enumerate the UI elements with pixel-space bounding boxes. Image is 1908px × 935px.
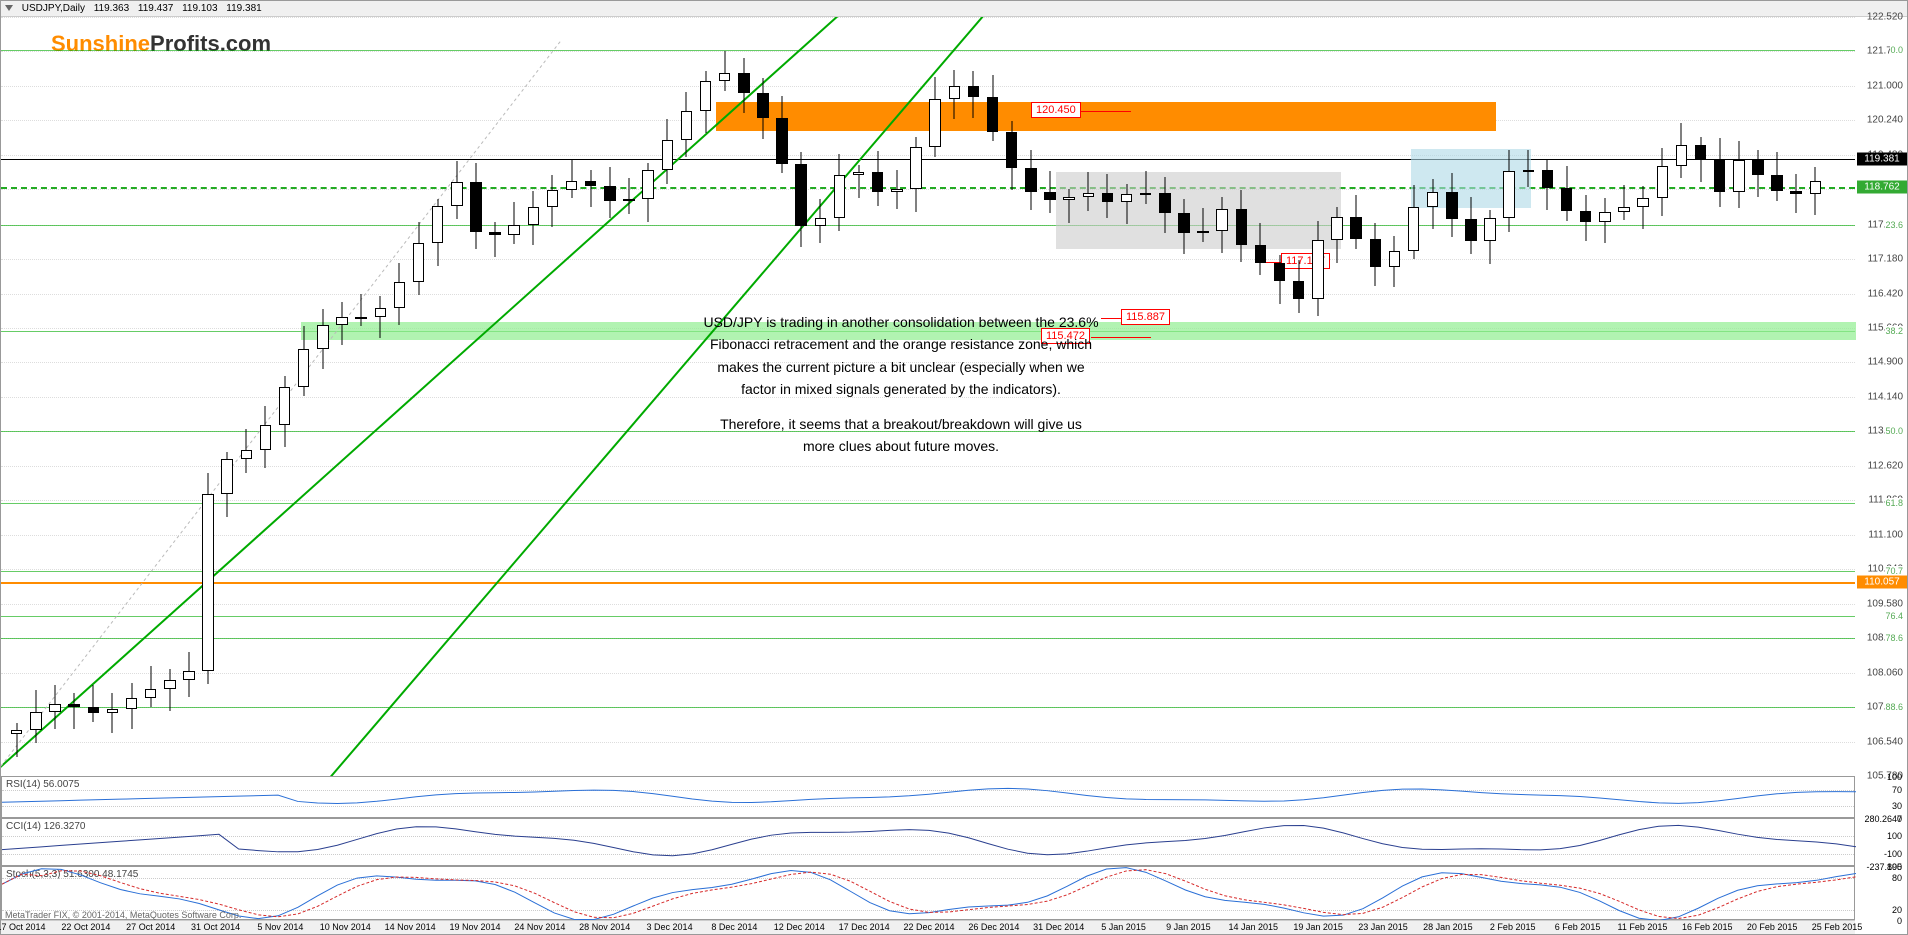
y-tick-label: 114.140 [1868,391,1903,402]
fib-label: 38.2 [1885,326,1903,336]
indicator-tick: 80 [1892,873,1902,883]
y-tick-label: 114.900 [1868,357,1903,368]
fib-label: 78.6 [1885,633,1903,643]
x-tick-label: 28 Nov 2014 [579,922,630,932]
y-tick-label: 117.180 [1868,254,1903,265]
y-tick-label: 108.060 [1867,667,1903,678]
x-tick-label: 10 Nov 2014 [320,922,371,932]
fib-label: 50.0 [1885,426,1903,436]
current-price-tag: 119.381 [1857,153,1907,166]
x-tick-label: 19 Nov 2014 [449,922,500,932]
ohlc-o: 119.363 [94,3,129,14]
x-tick-label: 2 Feb 2015 [1490,922,1536,932]
cci-yaxis: 280.2647100-100-237.895 [1854,819,1906,865]
commentary-text: USD/JPY is trading in another consolidat… [591,311,1211,457]
indicator-tick: 100 [1887,862,1902,872]
indicator-line-svg [2,777,1856,819]
y-tick-label: 122.520 [1867,12,1903,23]
x-tick-label: 25 Feb 2015 [1812,922,1863,932]
x-tick-label: 3 Dec 2014 [647,922,693,932]
dropdown-icon[interactable] [5,5,13,11]
indicator-tick: 100 [1887,772,1902,782]
indicator-line-svg [2,819,1856,867]
indicator-tick: 30 [1892,801,1902,811]
chart-container: USDJPY,Daily 119.363 119.437 119.103 119… [0,0,1908,935]
fib-label: 0.0 [1890,45,1903,55]
ohlc-l: 119.103 [182,3,217,14]
stoch-yaxis: 10080200 [1854,867,1906,919]
fib-label: 70.7 [1885,566,1903,576]
ohlc-c: 119.381 [226,3,261,14]
x-tick-label: 8 Dec 2014 [711,922,757,932]
x-tick-label: 16 Feb 2015 [1682,922,1733,932]
cci-panel[interactable]: CCI(14) 126.3270 280.2647100-100-237.895 [1,818,1855,866]
ohlc-h: 119.437 [138,3,173,14]
x-tick-label: 24 Nov 2014 [514,922,565,932]
green-price-tag: 118.762 [1857,181,1907,194]
x-tick-label: 27 Oct 2014 [126,922,175,932]
price-annotation: 120.450 [1031,102,1081,118]
indicator-tick: 280.2647 [1864,814,1902,824]
x-tick-label: 17 Dec 2014 [839,922,890,932]
y-tick-label: 106.540 [1867,736,1903,747]
footer-copyright: MetaTrader FIX, © 2001-2014, MetaQuotes … [5,910,241,920]
y-tick-label: 121.000 [1867,80,1903,91]
fib-label: 61.8 [1885,498,1903,508]
indicator-line-svg [2,867,1856,921]
x-tick-label: 28 Jan 2015 [1423,922,1473,932]
header-bar: USDJPY,Daily 119.363 119.437 119.103 119… [1,1,1907,17]
x-tick-label: 17 Oct 2014 [0,922,46,932]
rsi-yaxis: 10070300 [1854,777,1906,817]
x-tick-label: 26 Dec 2014 [968,922,1019,932]
x-tick-label: 22 Oct 2014 [61,922,110,932]
indicator-tick: 100 [1887,831,1902,841]
orange-price-tag: 110.057 [1857,576,1907,589]
annotation-leader-line [1081,111,1131,112]
x-tick-label: 9 Jan 2015 [1166,922,1211,932]
y-tick-label: 109.580 [1867,598,1903,609]
symbol-label: USDJPY,Daily [22,3,85,14]
indicator-tick: 0 [1897,916,1902,926]
x-tick-label: 11 Feb 2015 [1617,922,1667,932]
y-tick-label: 116.420 [1868,288,1903,299]
fib-label: 23.6 [1885,220,1903,230]
x-tick-label: 12 Dec 2014 [774,922,825,932]
x-tick-label: 14 Nov 2014 [385,922,436,932]
stoch-panel[interactable]: Stoch(5,3,3) 51.6300 48.1745 10080200 [1,866,1855,920]
date-x-axis: 17 Oct 2014 22 Oct 2014 27 Oct 2014 31 Oct … [1,920,1855,934]
x-tick-label: 31 Dec 2014 [1033,922,1084,932]
x-tick-label: 5 Jan 2015 [1101,922,1146,932]
price-y-axis: 122.520121.760121.000120.240119.480118.7… [1855,17,1907,774]
y-tick-label: 112.620 [1868,460,1903,471]
x-tick-label: 19 Jan 2015 [1293,922,1343,932]
indicator-tick: 20 [1892,905,1902,915]
x-tick-label: 23 Jan 2015 [1358,922,1408,932]
x-tick-label: 22 Dec 2014 [903,922,954,932]
fib-label: 88.6 [1885,702,1903,712]
x-tick-label: 31 Oct 2014 [191,922,240,932]
rsi-panel[interactable]: RSI(14) 56.0075 10070300 [1,776,1855,818]
x-tick-label: 5 Nov 2014 [257,922,303,932]
x-tick-label: 6 Feb 2015 [1555,922,1601,932]
fib-label: 76.4 [1885,611,1903,621]
x-tick-label: 20 Feb 2015 [1747,922,1798,932]
y-tick-label: 120.240 [1867,115,1903,126]
indicator-tick: -100 [1884,849,1902,859]
indicator-tick: 70 [1892,785,1902,795]
y-tick-label: 111.100 [1868,529,1903,540]
x-tick-label: 14 Jan 2015 [1229,922,1279,932]
